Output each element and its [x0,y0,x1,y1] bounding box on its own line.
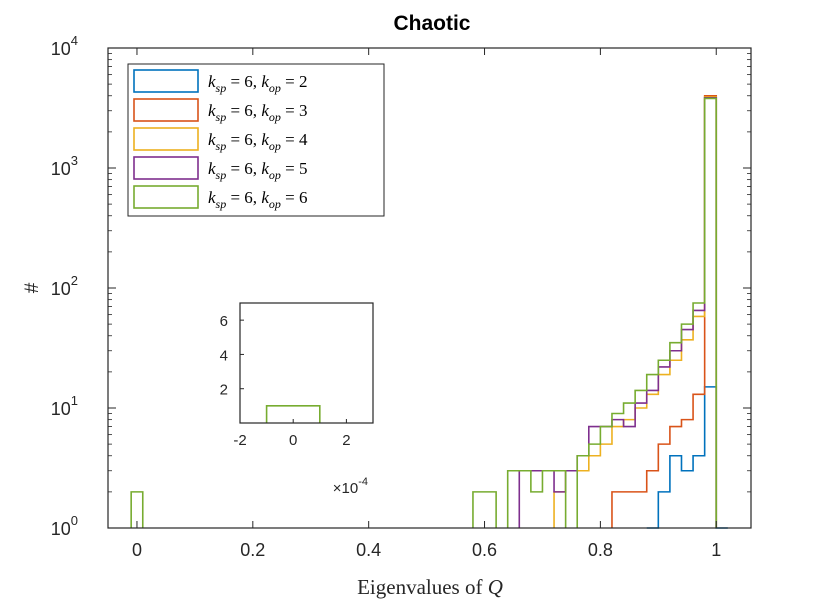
inset-x-multiplier: ×10-4 [333,476,368,497]
x-axis-label-symbol: Q [488,575,503,599]
histogram-series-group [130,94,728,529]
histogram-series-1 [646,386,728,529]
inset-bars [265,405,321,423]
x-tick-label: 1 [711,540,721,560]
inset-x-tick-label: 0 [289,432,297,449]
inset-y-tick-label: 2 [220,382,228,399]
legend-entry-3: ksp = 6, kop = 4 [208,130,308,153]
x-axis-label-text: Eigenvalues of [357,575,488,599]
y-tick-label: 100 [51,513,78,539]
inset-x-tick-label: -2 [233,432,246,449]
legend-swatch-3 [133,127,199,151]
inset-plot: -2 0 2 2 4 6 ×10-4 [220,302,374,497]
x-axis-ticks: 0 0.2 0.4 0.6 0.8 1 [132,48,721,560]
histogram-series-5 [130,97,718,528]
inset-background [240,303,373,423]
legend-swatch-5 [133,185,199,209]
inset-bar [265,405,321,423]
x-tick-label: 0 [132,540,142,560]
x-tick-label: 0.6 [472,540,497,560]
legend-box [127,63,385,217]
y-tick-label: 103 [51,153,78,179]
inset-y-tick-label: 6 [220,313,228,330]
y-tick-label: 104 [51,33,78,59]
histogram-series-4 [518,96,718,528]
y-tick-label: 101 [51,393,78,419]
inset-y-tick-label: 4 [220,347,228,364]
legend: ksp = 6, kop = 2 ksp = 6, kop = 3 ksp = 6,… [127,63,385,217]
legend-swatch-4 [133,156,199,180]
x-axis-label: Eigenvalues of Q [357,575,503,599]
x-tick-label: 0.2 [240,540,265,560]
inset-x-tick-label: 2 [342,432,350,449]
y-axis-label: # [22,282,43,293]
plot-frame [107,47,752,529]
legend-entry-2: ksp = 6, kop = 3 [208,101,307,124]
x-tick-label: 0.4 [356,540,381,560]
y-tick-label: 102 [51,273,78,299]
legend-entry-5: ksp = 6, kop = 6 [208,188,307,211]
inset-ticks: -2 0 2 2 4 6 ×10-4 [220,313,368,497]
legend-entry-1: ksp = 6, kop = 2 [208,72,307,95]
histogram-series-2 [611,94,718,528]
chart-title: Chaotic [393,12,470,35]
legend-entry-4: ksp = 6, kop = 5 [208,159,307,182]
x-tick-label: 0.8 [588,540,613,560]
legend-swatch-2 [133,98,199,122]
y-axis-ticks: 100 101 102 103 104 [51,33,751,539]
inset-frame [239,302,374,424]
legend-swatch-1 [133,69,199,93]
